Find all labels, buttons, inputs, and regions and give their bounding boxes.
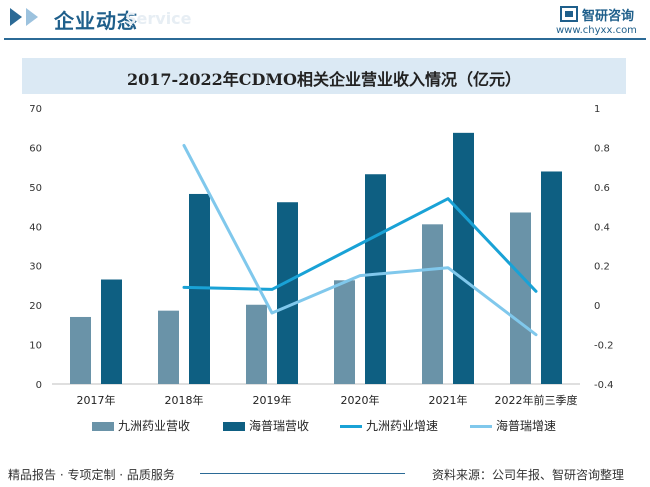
y-left-tick-label: 50 <box>29 183 42 194</box>
brand-url[interactable]: www.chyxx.com <box>556 25 637 36</box>
y-right-tick-label: 0.4 <box>594 222 610 233</box>
bar <box>453 132 474 384</box>
y-left-tick-label: 70 <box>29 104 42 115</box>
header-divider <box>4 38 646 40</box>
legend: 九洲药业营收 海普瑞营收 九洲药业增速 海普瑞增速 <box>0 417 650 435</box>
y-left-tick-label: 20 <box>29 301 42 312</box>
chart-title: 2017-2022年CDMO相关企业营业收入情况（亿元） <box>127 70 521 89</box>
x-tick-label: 2017年 <box>77 393 116 407</box>
bar <box>334 280 355 384</box>
legend-label: 海普瑞营收 <box>249 419 310 433</box>
legend-swatch <box>92 422 114 431</box>
bar <box>510 212 531 384</box>
legend-label: 九洲药业增速 <box>366 419 439 433</box>
legend-label: 海普瑞增速 <box>496 419 557 433</box>
x-tick-label: 2020年 <box>341 393 380 407</box>
legend-swatch <box>340 425 362 428</box>
x-tick-label: 2021年 <box>429 393 468 407</box>
y-left-tick-label: 0 <box>36 380 42 391</box>
bar <box>277 202 298 384</box>
header-watermark: Service <box>125 9 192 28</box>
y-right-tick-label: 0.8 <box>594 143 610 154</box>
y-left-tick-label: 60 <box>29 143 42 154</box>
x-tick-label: 2022年前三季度 <box>495 393 578 407</box>
bar <box>422 224 443 384</box>
header-arrow-icon <box>10 8 22 26</box>
footer-source: 资料来源：公司年报、智研咨询整理 <box>432 468 625 482</box>
bar <box>246 304 267 384</box>
y-left-tick-label: 30 <box>29 262 42 273</box>
series-line <box>182 197 538 293</box>
brand-name: 智研咨询 <box>582 9 635 24</box>
y-right-tick-label: 0.6 <box>594 183 610 194</box>
page-title: 企业动态 <box>54 9 138 33</box>
header-arrow-icon <box>26 8 38 26</box>
x-tick-label: 2018年 <box>165 393 204 407</box>
footer: 精品报告 · 专项定制 · 品质服务 资料来源：公司年报、智研咨询整理 <box>0 460 650 487</box>
footer-divider <box>200 473 405 474</box>
legend-label: 九洲药业营收 <box>118 419 191 433</box>
legend-swatch <box>223 422 245 431</box>
y-right-tick-label: -0.4 <box>594 380 614 391</box>
legend-swatch <box>470 425 492 428</box>
bar <box>541 171 562 384</box>
bar <box>365 174 386 384</box>
y-left-tick-label: 10 <box>29 341 42 352</box>
x-tick-label: 2019年 <box>253 393 292 407</box>
header: 企业动态 Service 智研咨询 www.chyxx.com <box>0 0 650 44</box>
y-right-tick-label: 0 <box>594 301 600 312</box>
bar <box>101 279 122 384</box>
bar <box>70 316 91 384</box>
bar <box>158 310 179 384</box>
series-line <box>182 144 538 337</box>
y-right-tick-label: 1 <box>594 104 600 115</box>
chart-title-bar: 2017-2022年CDMO相关企业营业收入情况（亿元） <box>22 58 626 94</box>
y-left-tick-label: 40 <box>29 222 42 233</box>
y-right-tick-label: 0.2 <box>594 262 610 273</box>
brand-logo-icon <box>560 6 578 22</box>
y-right-tick-label: -0.2 <box>594 341 614 352</box>
footer-slogan: 精品报告 · 专项定制 · 品质服务 <box>8 468 175 482</box>
